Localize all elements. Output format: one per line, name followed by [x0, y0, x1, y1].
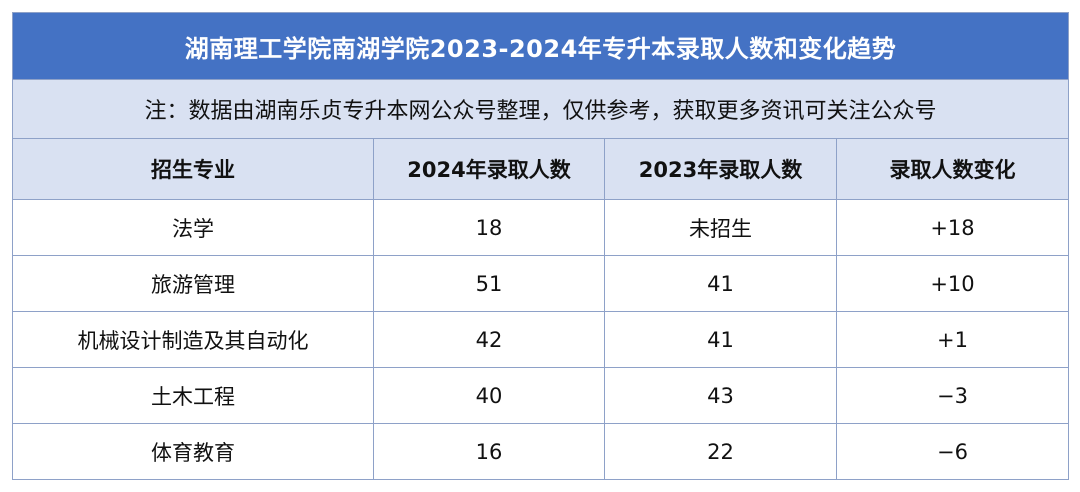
- cell-major: 体育教育: [12, 423, 374, 480]
- table-row: 土木工程 40 43 −3: [12, 367, 1069, 424]
- cell-change: −6: [836, 423, 1069, 480]
- table-title: 湖南理工学院南湖学院2023-2024年专升本录取人数和变化趋势: [12, 12, 1069, 80]
- cell-change: −3: [836, 367, 1069, 424]
- cell-2024-count: 18: [373, 199, 605, 256]
- header-2024-count: 2024年录取人数: [373, 138, 605, 200]
- table-row: 体育教育 16 22 −6: [12, 423, 1069, 480]
- cell-major: 旅游管理: [12, 255, 374, 312]
- cell-2024-count: 42: [373, 311, 605, 368]
- cell-2023-count: 43: [604, 367, 837, 424]
- cell-change: +1: [836, 311, 1069, 368]
- cell-2024-count: 16: [373, 423, 605, 480]
- cell-2023-count: 未招生: [604, 199, 837, 256]
- cell-2024-count: 40: [373, 367, 605, 424]
- cell-2023-count: 41: [604, 311, 837, 368]
- cell-major: 土木工程: [12, 367, 374, 424]
- admission-table-container: 湖南理工学院南湖学院2023-2024年专升本录取人数和变化趋势 注：数据由湖南…: [12, 12, 1069, 480]
- cell-2023-count: 22: [604, 423, 837, 480]
- header-2023-count: 2023年录取人数: [604, 138, 837, 200]
- header-change: 录取人数变化: [836, 138, 1069, 200]
- table-note: 注：数据由湖南乐贞专升本网公众号整理，仅供参考，获取更多资讯可关注公众号: [12, 79, 1069, 139]
- cell-change: +18: [836, 199, 1069, 256]
- table-row: 旅游管理 51 41 +10: [12, 255, 1069, 312]
- header-major: 招生专业: [12, 138, 374, 200]
- admission-table: 湖南理工学院南湖学院2023-2024年专升本录取人数和变化趋势 注：数据由湖南…: [12, 12, 1069, 480]
- cell-2024-count: 51: [373, 255, 605, 312]
- header-row: 招生专业 2024年录取人数 2023年录取人数 录取人数变化: [12, 138, 1069, 200]
- cell-major: 机械设计制造及其自动化: [12, 311, 374, 368]
- table-row: 法学 18 未招生 +18: [12, 199, 1069, 256]
- cell-major: 法学: [12, 199, 374, 256]
- cell-2023-count: 41: [604, 255, 837, 312]
- table-row: 机械设计制造及其自动化 42 41 +1: [12, 311, 1069, 368]
- cell-change: +10: [836, 255, 1069, 312]
